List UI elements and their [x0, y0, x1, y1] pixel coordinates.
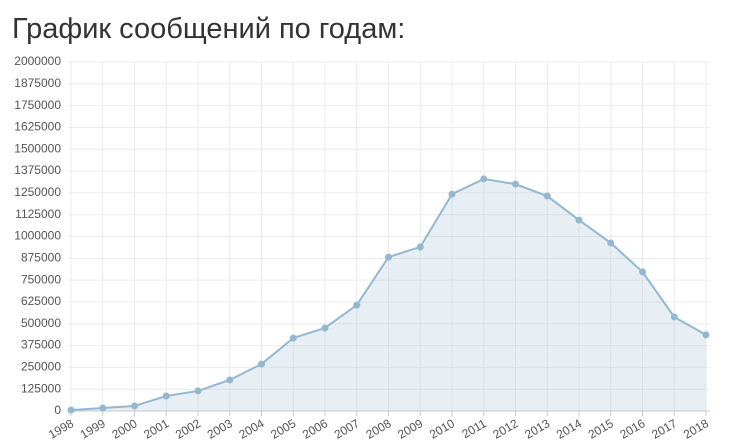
point: [702, 331, 710, 339]
y-tick-label: 0: [54, 403, 61, 417]
x-tick-label: 2018: [681, 416, 711, 442]
y-tick-label: 875000: [21, 250, 61, 264]
x-tick-label: 2016: [617, 416, 647, 442]
y-tick-label: 250000: [21, 360, 61, 374]
x-tick-label: 2002: [173, 416, 203, 442]
x-tick-label: 2001: [141, 416, 171, 442]
point: [480, 175, 488, 183]
x-tick-label: 2012: [490, 416, 520, 442]
point: [607, 239, 615, 247]
x-tick-label: 2006: [300, 416, 330, 442]
point: [543, 192, 551, 200]
y-tick-label: 375000: [21, 338, 61, 352]
y-tick-label: 1125000: [15, 207, 61, 221]
y-tick-label: 1750000: [14, 98, 61, 112]
y-tick-label: 125000: [21, 381, 61, 395]
x-tick-label: 2014: [554, 416, 584, 442]
x-tick-label: 2011: [459, 416, 489, 441]
point: [416, 243, 424, 251]
point: [512, 180, 519, 188]
y-tick-label: 1625000: [14, 120, 61, 134]
y-tick-label: 2000000: [14, 54, 61, 68]
x-tick-label: 1999: [78, 416, 108, 442]
point: [67, 406, 75, 414]
y-tick-label: 500000: [21, 316, 61, 330]
point: [194, 387, 202, 395]
point: [670, 313, 678, 321]
x-tick-label: 2000: [109, 416, 139, 442]
x-tick-label: 2003: [205, 416, 235, 442]
point: [162, 392, 170, 400]
y-tick-label: 1375000: [14, 163, 61, 177]
point: [639, 268, 646, 276]
chart-title: График сообщений по годам:: [12, 13, 405, 45]
point: [385, 253, 392, 261]
point: [321, 324, 329, 332]
area: [71, 178, 706, 411]
x-tick-label: 2013: [522, 416, 552, 442]
x-tick-label: 2017: [649, 416, 679, 442]
x-tick-label: 2009: [395, 416, 425, 442]
x-tick-label: 2004: [236, 416, 266, 442]
point: [353, 301, 361, 309]
point: [575, 216, 583, 224]
x-tick-label: 2008: [363, 416, 393, 442]
y-tick-label: 1250000: [14, 185, 61, 199]
point: [258, 360, 265, 368]
point: [226, 376, 234, 384]
y-tick-label: 625000: [21, 294, 61, 308]
point: [99, 404, 107, 412]
y-tick-label: 1000000: [14, 229, 61, 243]
y-tick-label: 1500000: [14, 141, 61, 155]
x-tick-label: 2005: [268, 416, 298, 442]
x-tick-label: 2010: [427, 416, 457, 442]
point: [131, 402, 138, 410]
x-tick-label: 1998: [46, 416, 76, 442]
y-tick-label: 750000: [21, 272, 61, 286]
point: [289, 334, 297, 342]
point: [448, 190, 456, 198]
x-tick-label: 2007: [332, 416, 362, 442]
y-tick-label: 1875000: [14, 76, 61, 90]
x-tick-label: 2015: [586, 416, 616, 442]
